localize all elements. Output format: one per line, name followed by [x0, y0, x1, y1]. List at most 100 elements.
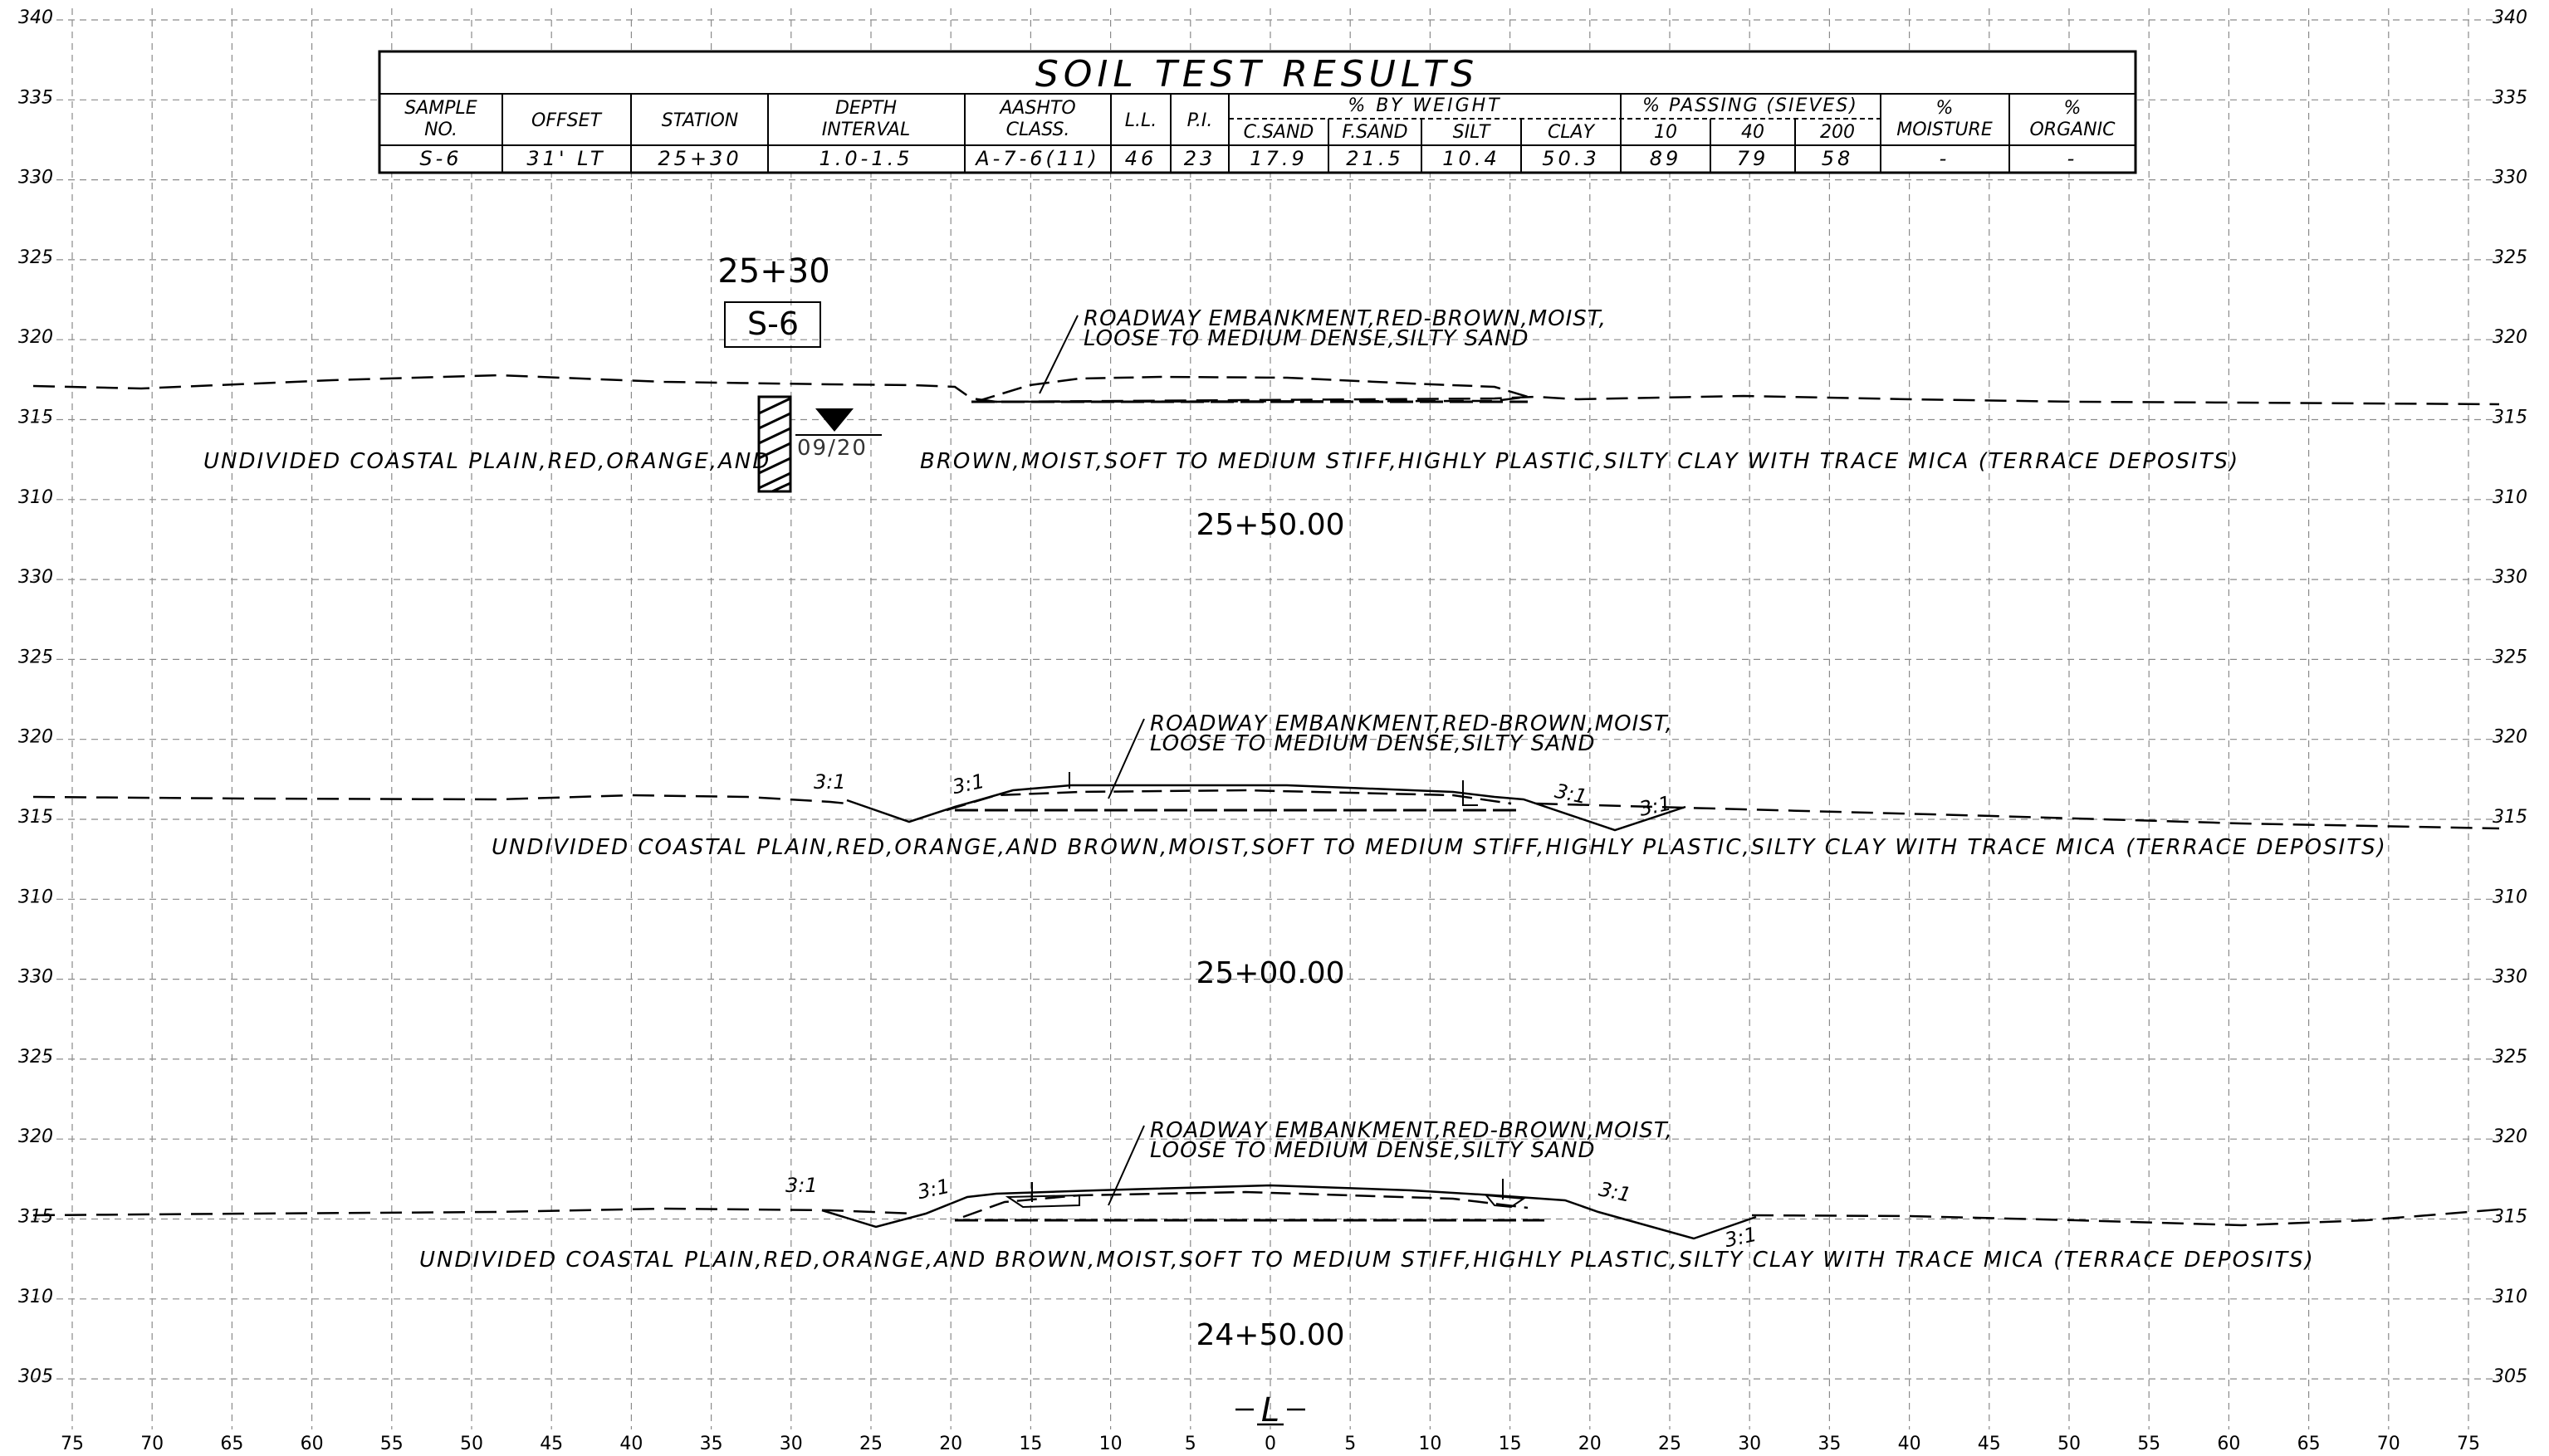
elevation-label-right: 340	[2493, 7, 2527, 28]
header-aashto-1: AASHTO	[998, 98, 1075, 119]
svg-text:ROADWAY EMBANKMENT,RED-BROWN,M: ROADWAY EMBANKMENT,RED-BROWN,MOIST,	[1150, 1118, 1673, 1143]
header-silt: SILT	[1453, 122, 1491, 143]
elevation-label-right: 335	[2493, 87, 2527, 108]
slope-label: 3:1	[814, 770, 846, 794]
elevation-label-left: 330	[18, 168, 53, 188]
cell-silt: 10.4	[1442, 147, 1500, 170]
elevation-label-right: 310	[2493, 487, 2527, 508]
offset-tick-label: 40	[619, 1434, 643, 1454]
offset-tick-label: 50	[460, 1434, 483, 1454]
elevation-label-left: 325	[18, 647, 53, 667]
section-25-00: 3:1 3:1 3:1 3:1 ROADWAY EMBANKMENT,RED-B…	[32, 711, 2500, 990]
offset-tick-label: 55	[380, 1434, 404, 1454]
header-aashto-2: CLASS.	[1006, 120, 1070, 140]
elevation-label-right: 315	[2493, 807, 2527, 828]
offset-tick-label: 25	[1658, 1434, 1681, 1454]
header-organic-1: %	[2064, 98, 2082, 119]
elevation-label-right: 310	[2493, 887, 2527, 907]
elevation-label-right: 320	[2493, 727, 2527, 748]
offset-tick-label: 65	[220, 1434, 243, 1454]
offset-tick-label: 15	[1019, 1434, 1042, 1454]
slope-label: 3:1	[785, 1174, 818, 1197]
elevation-label-left: 315	[18, 408, 53, 428]
header-moisture-1: %	[1936, 98, 1954, 119]
cell-moisture: -	[1940, 147, 1950, 170]
offset-tick-label: 10	[1099, 1434, 1123, 1454]
elevation-label-right: 325	[2493, 247, 2527, 268]
header-sample-no-2: NO.	[424, 120, 457, 140]
elevation-label-left: 315	[18, 1207, 53, 1228]
elevation-label-left: 305	[18, 1366, 53, 1387]
offset-tick-label: 45	[540, 1434, 563, 1454]
embankment-3	[962, 1190, 1529, 1219]
cell-aashto: A-7-6(11)	[974, 147, 1100, 170]
elevation-label-right: 310	[2493, 1287, 2527, 1307]
offset-tick-label: 35	[1818, 1434, 1841, 1454]
offset-tick-label: 20	[1578, 1434, 1602, 1454]
elevation-label-left: 335	[18, 87, 53, 108]
header-depth-1: DEPTH	[835, 98, 897, 119]
offset-tick-label: 10	[1418, 1434, 1441, 1454]
cell-f-sand: 21.5	[1346, 147, 1403, 170]
offset-tick-label: 70	[2377, 1434, 2400, 1454]
elevation-label-left: 310	[18, 487, 53, 508]
centerline-symbol: L	[1235, 1391, 1305, 1429]
elevation-label-right: 330	[2493, 967, 2527, 988]
header-f-sand: F.SAND	[1342, 122, 1407, 143]
header-c-sand: C.SAND	[1244, 122, 1314, 143]
slope-label: 3:1	[1553, 779, 1589, 809]
elevation-label-left: 340	[18, 7, 53, 28]
cell-pi: 23	[1184, 147, 1216, 170]
section-25-50: 25+30 S-6 09/20 ROADWAY EMBANKM	[32, 252, 2500, 542]
boring-station-label: 25+30	[717, 252, 829, 291]
elevation-label-right: 330	[2493, 567, 2527, 588]
boring-sample-box	[724, 301, 821, 348]
soil-note-2: UNDIVIDED COASTAL PLAIN,RED,ORANGE,AND B…	[492, 835, 2387, 860]
cell-clay: 50.3	[1542, 147, 1599, 170]
svg-text:LOOSE TO MEDIUM DENSE,SILTY SA: LOOSE TO MEDIUM DENSE,SILTY SAND	[1084, 326, 1529, 351]
ground-line-2	[32, 794, 2500, 830]
cell-sieve-10: 89	[1650, 147, 1682, 170]
offset-tick-label: 25	[859, 1434, 883, 1454]
elevation-label-left: 325	[18, 1047, 53, 1068]
note-leader-1	[1039, 315, 1079, 394]
header-sieve-10: 10	[1654, 122, 1677, 143]
slope-label: 3:1	[1637, 791, 1674, 820]
offset-tick-label: 30	[1738, 1434, 1761, 1454]
ground-line-1	[32, 374, 2500, 406]
soil-note-right-1: BROWN,MOIST,SOFT TO MEDIUM STIFF,HIGHLY …	[920, 449, 2239, 474]
header-ll: L.L.	[1125, 110, 1157, 131]
header-sample-no-1: SAMPLE	[404, 98, 477, 119]
embankment-1	[975, 375, 1529, 403]
elevation-label-right: 320	[2493, 1126, 2527, 1147]
offset-tick-label: 0	[1265, 1434, 1276, 1454]
cell-sample: S-6	[419, 147, 462, 170]
station-label-3: 24+50.00	[1196, 1318, 1344, 1352]
offset-tick-label: 75	[61, 1434, 84, 1454]
svg-text:ROADWAY EMBANKMENT,RED-BROWN,M: ROADWAY EMBANKMENT,RED-BROWN,MOIST,	[1084, 306, 1607, 331]
note-leader-2	[1108, 718, 1145, 799]
header-offset: OFFSET	[531, 110, 602, 131]
elevation-label-left: 325	[18, 247, 53, 268]
offset-tick-label: 45	[1978, 1434, 2001, 1454]
slope-line-3	[821, 1184, 1757, 1240]
soil-note-left-1: UNDIVIDED COASTAL PLAIN,RED,ORANGE,AND	[203, 449, 771, 474]
cell-sieve-40: 79	[1737, 147, 1769, 170]
cell-depth: 1.0-1.5	[819, 147, 913, 170]
slope-label: 3:1	[951, 770, 987, 799]
offset-tick-label: 75	[2457, 1434, 2480, 1454]
header-by-weight: % BY WEIGHT	[1348, 95, 1501, 116]
offset-tick-label: 60	[301, 1434, 324, 1454]
header-moisture-2: MOISTURE	[1896, 120, 1993, 140]
elevation-label-left: 315	[18, 807, 53, 828]
water-level-date: 09/20	[797, 436, 868, 461]
offset-tick-label: 55	[2137, 1434, 2160, 1454]
elevation-label-right: 315	[2493, 408, 2527, 428]
offset-tick-label: 35	[700, 1434, 723, 1454]
offset-axis: 75 70 65 60 55 50 45 40 35 30 25 20 15 10 5 0 5 10 15 20 25 3…	[61, 1434, 2480, 1454]
offset-tick-label: 5	[1344, 1434, 1356, 1454]
embankment-note-1: ROADWAY EMBANKMENT,RED-BROWN,MOIST, LOOS…	[1084, 306, 1607, 351]
cell-c-sand: 17.9	[1250, 147, 1307, 170]
svg-text:LOOSE TO MEDIUM DENSE,SILTY SA: LOOSE TO MEDIUM DENSE,SILTY SAND	[1150, 1138, 1595, 1163]
header-station: STATION	[662, 110, 739, 131]
